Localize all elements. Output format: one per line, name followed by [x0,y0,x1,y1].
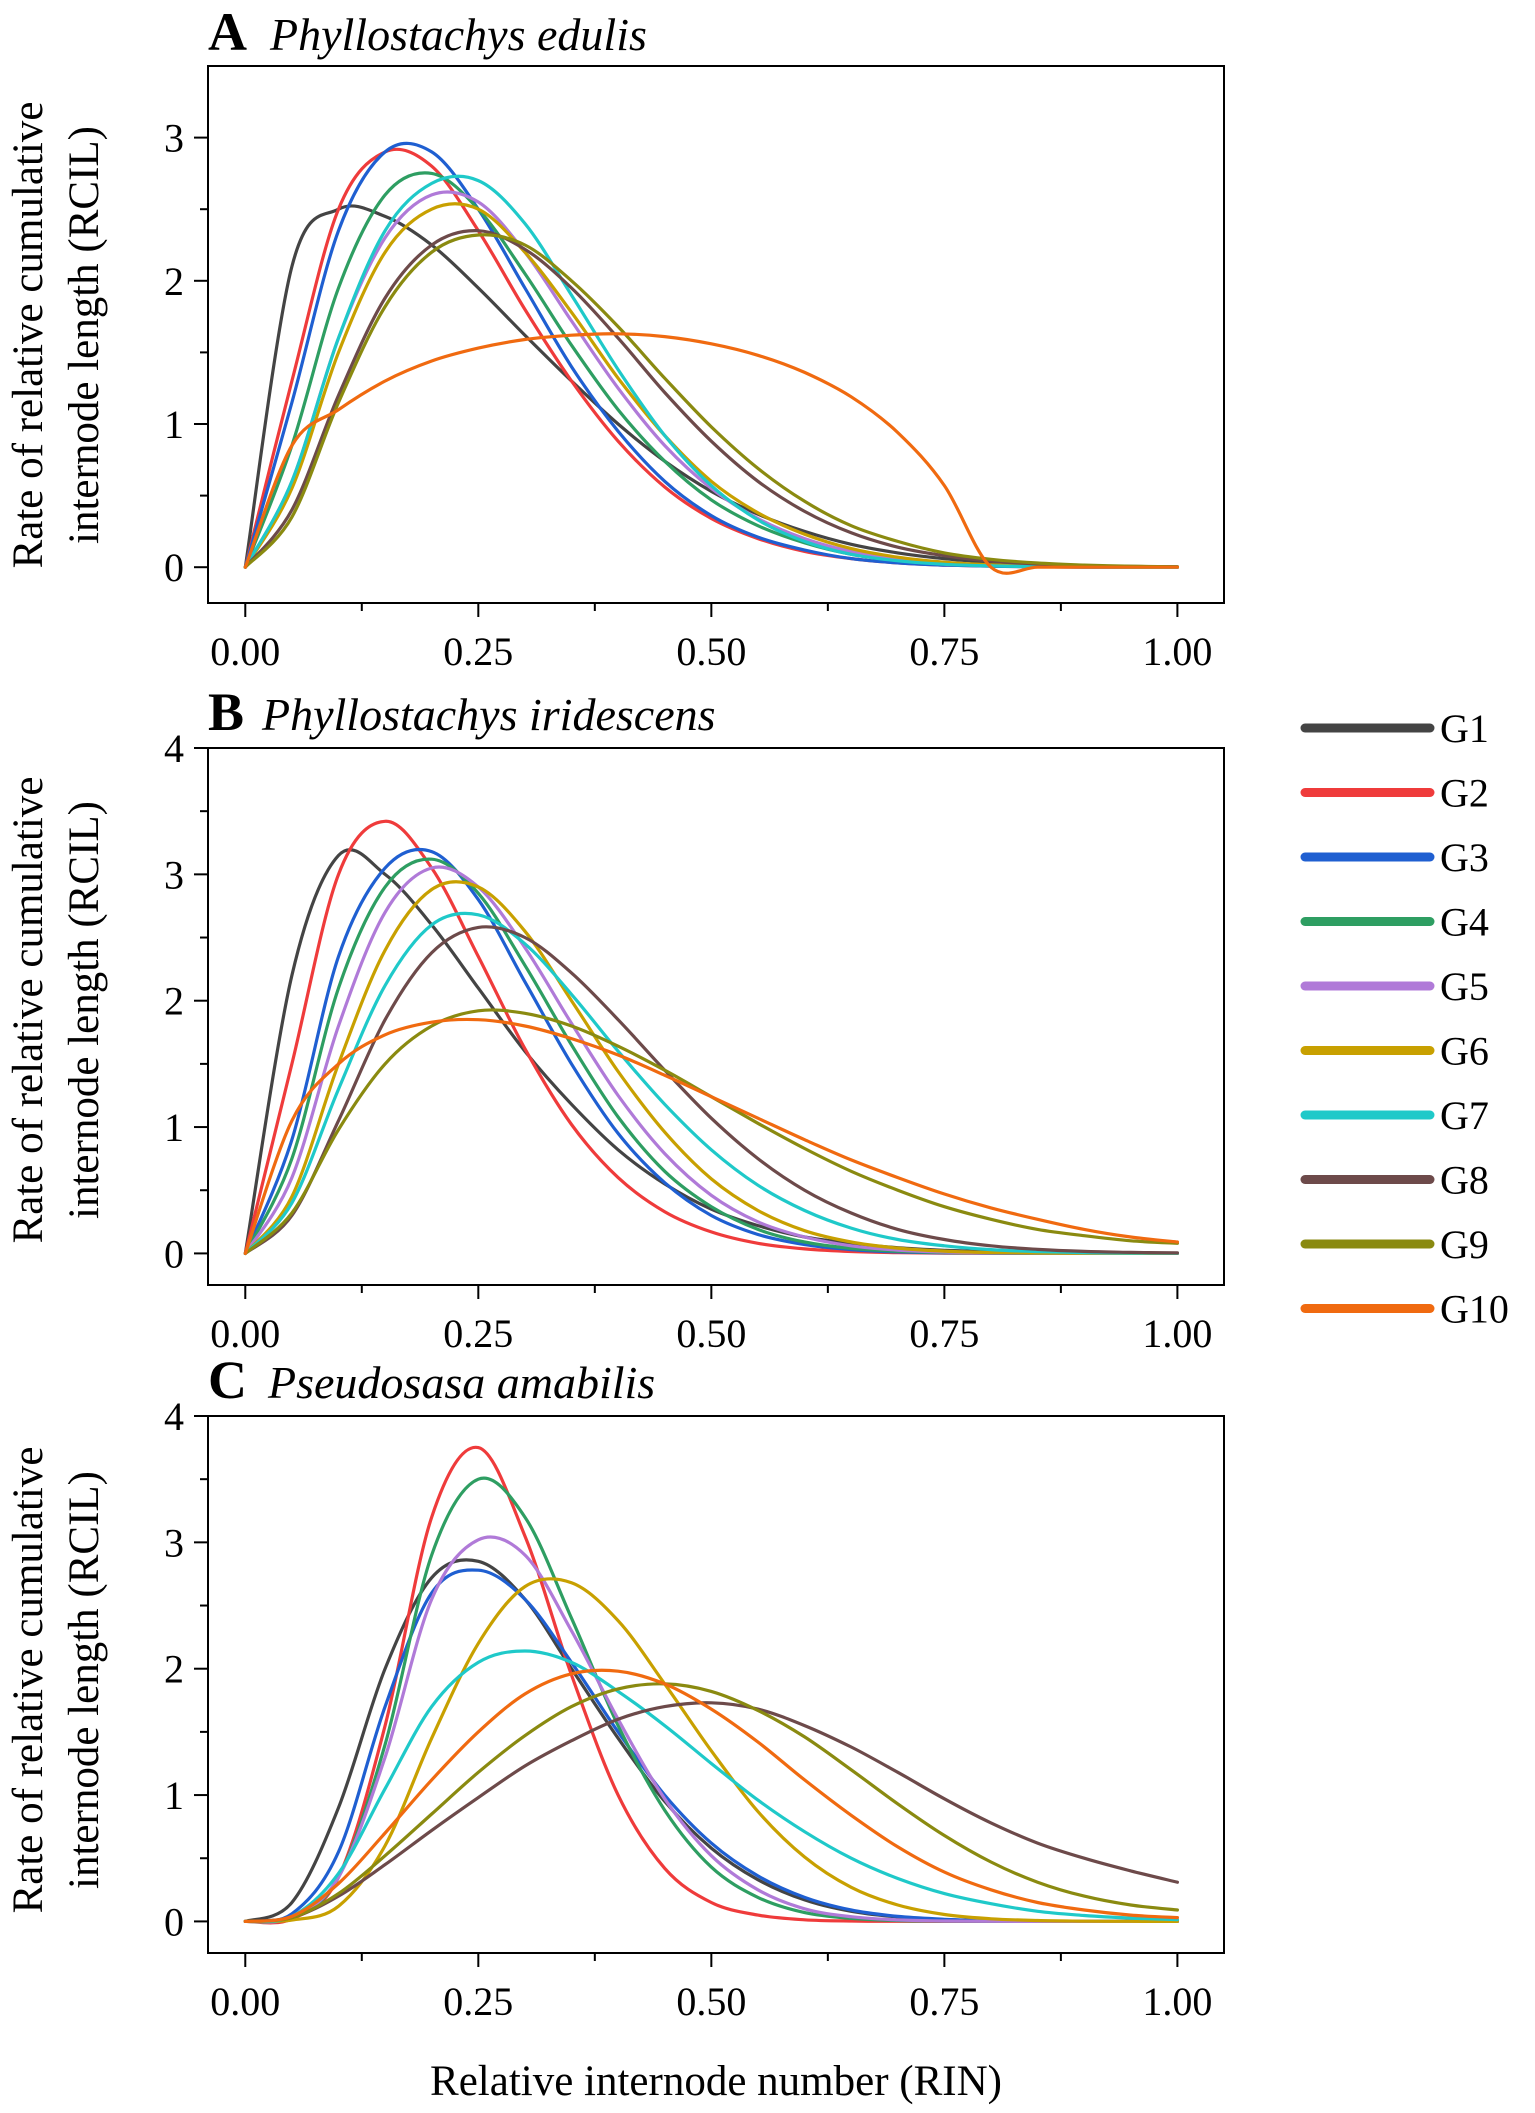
panel-c-series [243,1445,1179,1925]
panel-b-series-g7 [243,911,1179,1255]
panel-a-series-g10 [243,332,1179,575]
panel-c-ticks: 0.00 0.25 0.50 0.75 1.00 0 1 2 3 4 [164,1394,1212,2024]
panel-b-xtick-label-3: 0.75 [909,1311,979,1356]
panel-c-xtick-label-4: 1.00 [1142,1979,1212,2024]
legend-label-g4: G4 [1440,900,1489,945]
panel-a-ticks: 0.00 0.25 0.50 0.75 1.00 0 1 2 3 [164,116,1212,674]
legend-label-g6: G6 [1440,1029,1489,1074]
panel-a-xtick-label-3: 0.75 [909,629,979,674]
panel-b-plot-frame [207,747,1225,1286]
legend-label-g5: G5 [1440,964,1489,1009]
panel-a-xtick-label-1: 0.25 [443,629,513,674]
panel-a-ylabel-line2: internode length (RCIL) [61,126,108,544]
panel-c-plot-frame [207,1415,1225,1954]
panel-b-ytick-label-1: 1 [164,1105,184,1150]
panel-a-ytick-label-1: 1 [164,402,184,447]
panel-a-title: Phyllostachys edulis [269,9,647,60]
panel-b-ytick-label-2: 2 [164,979,184,1024]
panel-b-series [243,819,1179,1255]
panel-b-series-g10 [243,1017,1179,1255]
panel-c-series-g2 [243,1445,1179,1925]
legend-label-g3: G3 [1440,835,1489,880]
panel-c-letter: C [208,1350,247,1410]
panel-a-series-g6 [243,202,1179,569]
panel-a-xtick-label-2: 0.50 [676,629,746,674]
panel-b-letter: B [208,682,244,742]
panel-a-series-g7 [243,174,1179,569]
panel-b-xtick-label-0: 0.00 [210,1311,280,1356]
panel-c-xtick-label-2: 0.50 [676,1979,746,2024]
legend-label-g2: G2 [1440,771,1489,816]
panel-c-series-g5 [243,1535,1179,1924]
panel-c-series-g10 [243,1668,1179,1923]
panel-a-ytick-label-3: 3 [164,116,184,161]
panel-a-ylabel-line1: Rate of relative cumulative [5,102,52,569]
panel-c-series-g9 [243,1682,1179,1923]
panel-a: A Phyllostachys edulis 0.00 0.25 0.50 0.75 1… [5,2,1225,674]
panel-a-xtick-label-4: 1.00 [1142,629,1212,674]
panel-b-ytick-label-3: 3 [164,852,184,897]
panel-a-ytick-label-0: 0 [164,545,184,590]
panel-c-series-g8 [243,1701,1179,1923]
panel-a-series-g3 [243,141,1179,569]
panel-b-series-g6 [243,880,1179,1255]
panel-c-xtick-label-0: 0.00 [210,1979,280,2024]
panel-c-ytick-label-2: 2 [164,1647,184,1692]
panel-c-ylabel-line1: Rate of relative cumulative [5,1447,52,1914]
panel-c-series-g7 [243,1649,1179,1924]
legend-label-g10: G10 [1440,1287,1509,1332]
panel-a-series [243,141,1179,575]
panel-a-series-g9 [243,233,1179,569]
panel-c: C Pseudosasa amabilis 0.00 0.25 0.50 0.75 1.… [5,1350,1225,2024]
panel-b-ytick-label-4: 4 [164,726,184,771]
panel-a-plot-frame [207,65,1225,604]
panel-b-xtick-label-1: 0.25 [443,1311,513,1356]
panel-b: B Phyllostachys iridescens 0.00 0.25 0.50 0… [5,682,1225,1356]
panel-c-ytick-label-3: 3 [164,1520,184,1565]
legend-label-g8: G8 [1440,1158,1489,1203]
panel-b-title: Phyllostachys iridescens [261,689,716,740]
panel-b-xtick-label-2: 0.50 [676,1311,746,1356]
figure-xlabel: Relative internode number (RIN) [430,2058,1002,2105]
panel-b-xtick-label-4: 1.00 [1142,1311,1212,1356]
panel-a-series-g1 [243,204,1179,569]
panel-c-ylabel-line2: internode length (RCIL) [61,1471,108,1889]
panel-b-series-g8 [243,925,1179,1255]
panel-a-letter: A [208,2,247,62]
panel-b-ticks: 0.00 0.25 0.50 0.75 1.00 0 1 2 3 4 [164,726,1212,1356]
panel-b-ylabel-line1: Rate of relative cumulative [5,777,52,1244]
panel-c-ytick-label-0: 0 [164,1899,184,1944]
legend-label-g9: G9 [1440,1222,1489,1267]
legend-label-g1: G1 [1440,706,1489,751]
panel-c-ytick-label-4: 4 [164,1394,184,1439]
panel-c-title: Pseudosasa amabilis [267,1357,655,1408]
panel-b-series-g5 [243,865,1179,1255]
panel-b-ytick-label-0: 0 [164,1231,184,1276]
panel-c-ytick-label-1: 1 [164,1773,184,1818]
legend: G1 G2 G3 G4 G5 G6 G7 G8 G9 G10 [1300,706,1509,1332]
panel-c-xtick-label-1: 0.25 [443,1979,513,2024]
legend-label-g7: G7 [1440,1093,1489,1138]
panel-a-xtick-label-0: 0.00 [210,629,280,674]
panel-a-ytick-label-2: 2 [164,259,184,304]
panel-c-xtick-label-3: 0.75 [909,1979,979,2024]
panel-a-series-g2 [243,147,1179,569]
panel-b-ylabel-line2: internode length (RCIL) [61,801,108,1219]
